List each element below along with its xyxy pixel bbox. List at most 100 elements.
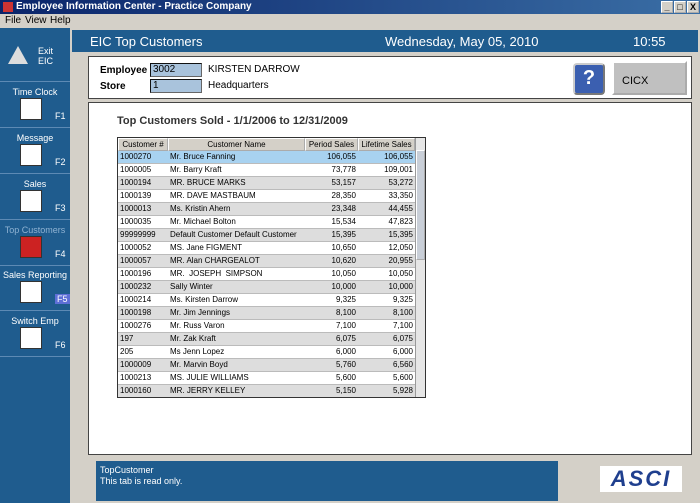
table-cell: 197 [120,334,134,343]
table-row[interactable]: 1000232 Sally Winter 10,000 10,000 [118,281,415,294]
scroll-thumb[interactable] [416,150,425,260]
table-cell: Default Customer Default Customer [170,230,297,239]
menu-item[interactable]: View [25,15,47,26]
title-bar [0,0,700,14]
table-row[interactable]: 1000196 MR. JOSEPH SIMPSON 10,050 10,050 [118,268,415,281]
table-cell: 15,395 [331,230,356,239]
sidebar-label[interactable]: Top Customers [4,225,66,235]
table-row[interactable]: 197 Mr. Zak Kraft 6,075 6,075 [118,333,415,346]
table-cell: 5,760 [335,360,356,369]
column-header[interactable]: Customer Name [168,138,305,151]
table-cell: 1000160 [120,386,152,395]
window-button[interactable]: X [687,1,699,13]
table-cell: Mr. Marvin Boyd [170,360,228,369]
table-row[interactable]: 99999999 Default Customer Default Custome… [118,229,415,242]
menu-item[interactable]: File [5,15,22,26]
sidebar-icon [20,144,42,166]
sidebar-item[interactable]: Switch Emp F6 [0,313,70,357]
table-cell: MS. Jane FIGMENT [170,243,243,252]
sidebar-item[interactable]: Exit EIC [0,38,70,82]
sidebar-item[interactable]: Sales F3 [0,176,70,220]
table-cell: Mr. Barry Kraft [170,165,222,174]
table-cell: 8,100 [392,308,413,317]
table-cell: 1000009 [120,360,152,369]
table-cell: 6,560 [392,360,413,369]
table-cell: 53,157 [331,178,356,187]
table-cell: 10,050 [388,269,413,278]
table-cell: Mr. Michael Bolton [170,217,236,226]
shortcut-key: F3 [55,203,66,213]
help-button[interactable]: ? [573,63,605,95]
table-row[interactable]: 1000013 Ms. Kristin Ahern 23,348 44,455 [118,203,415,216]
screen-title: EIC Top Customers [90,34,203,49]
table-row[interactable]: 1000194 MR. BRUCE MARKS 53,157 53,272 [118,177,415,190]
table-cell: 44,455 [388,204,413,213]
status-message: This tab is read only. [100,476,183,486]
table-cell: MR. Alan CHARGEALOT [170,256,260,265]
sidebar-icon [20,98,42,120]
logo: ASCI [600,466,682,492]
menu-item[interactable]: Help [50,15,71,26]
table-row[interactable]: 1000214 Ms. Kirsten Darrow 9,325 9,325 [118,294,415,307]
table-row[interactable]: 1000057 MR. Alan CHARGEALOT 10,620 20,955 [118,255,415,268]
sidebar-item[interactable]: Top Customers F4 [0,222,70,266]
table-cell: MR. JOSEPH SIMPSON [170,269,263,278]
table-cell: 7,100 [392,321,413,330]
column-header[interactable]: Period Sales [305,138,358,151]
table-cell: Ms. Kirsten Darrow [170,295,239,304]
table-row[interactable]: 1000198 Mr. Jim Jennings 8,100 8,100 [118,307,415,320]
table-cell: 205 [120,347,134,356]
table-cell: 7,100 [335,321,356,330]
table-cell: 1000213 [120,373,152,382]
sidebar-label[interactable]: Exit EIC [38,46,54,66]
table-cell: MR. BRUCE MARKS [170,178,246,187]
shortcut-key: F2 [55,157,66,167]
table-row[interactable]: 205 Ms Jenn Lopez 6,000 6,000 [118,346,415,359]
time: 10:55 [633,34,666,49]
table-cell: 10,650 [331,243,356,252]
table-row[interactable]: 1000139 MR. DAVE MASTBAUM 28,350 33,350 [118,190,415,203]
sidebar-item[interactable]: Time Clock F1 [0,84,70,128]
table-row[interactable]: 1000035 Mr. Michael Bolton 15,534 47,823 [118,216,415,229]
field-label: Store [100,81,126,92]
sidebar-label[interactable]: Message [16,133,54,143]
status-bar [96,461,558,501]
table-cell: 106,055 [384,152,413,161]
field-box: 3002 [150,63,202,77]
table-cell: 1000196 [120,269,152,278]
window-button[interactable]: _ [661,1,673,13]
table-cell: 109,001 [384,165,413,174]
table-row[interactable]: 1000276 Mr. Russ Varon 7,100 7,100 [118,320,415,333]
table-row[interactable]: 1000005 Mr. Barry Kraft 73,778 109,001 [118,164,415,177]
table-row[interactable]: 1000213 MS. JULIE WILLIAMS 5,600 5,600 [118,372,415,385]
table-cell: 47,823 [388,217,413,226]
sidebar-item[interactable]: Sales Reporting F5 [0,267,70,311]
table-row[interactable]: 1000160 MR. JERRY KELLEY 5,150 5,928 [118,385,415,397]
window-button[interactable]: □ [674,1,686,13]
sidebar-icon [20,190,42,212]
table-cell: 10,620 [331,256,356,265]
table-cell: Sally Winter [170,282,213,291]
table-cell: 5,600 [335,373,356,382]
column-header[interactable]: Lifetime Sales [358,138,415,151]
sidebar-label[interactable]: Sales [23,179,47,189]
table-row[interactable]: 1000009 Mr. Marvin Boyd 5,760 6,560 [118,359,415,372]
shortcut-key: F5 [55,294,70,304]
sidebar-label[interactable]: Switch Emp [11,316,59,326]
cicx-button[interactable]: CICX [612,61,687,95]
table-cell: 106,055 [327,152,356,161]
column-header[interactable]: Customer # [118,138,168,151]
sidebar-label[interactable]: Time Clock [12,87,58,97]
table-cell: 1000214 [120,295,152,304]
table-cell: MR. JERRY KELLEY [170,386,246,395]
table-cell: 10,000 [331,282,356,291]
table-row[interactable]: 1000052 MS. Jane FIGMENT 10,650 12,050 [118,242,415,255]
sidebar-label[interactable]: Sales Reporting [2,270,68,280]
table-cell: Mr. Bruce Fanning [170,152,236,161]
table-cell: 10,050 [331,269,356,278]
sidebar-item[interactable]: Message F2 [0,130,70,174]
scrollbar[interactable] [415,138,425,397]
table-row[interactable]: 1000270 Mr. Bruce Fanning 106,055 106,055 [118,151,415,164]
